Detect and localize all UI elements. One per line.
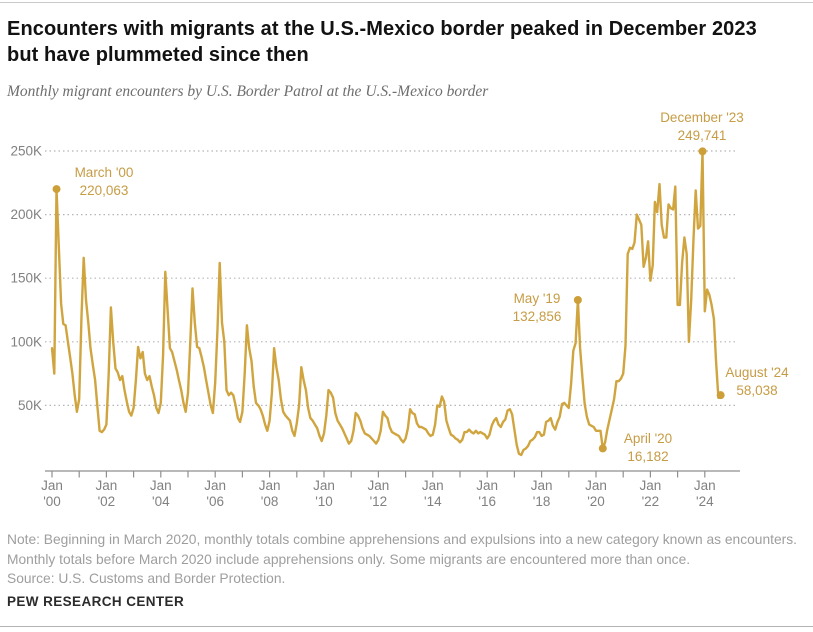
- chart-notes: Note: Beginning in March 2020, monthly t…: [7, 530, 813, 589]
- annotation-dot: [573, 296, 582, 305]
- annotation-date-label: April '20: [624, 431, 672, 446]
- x-tick-label: Jan: [41, 478, 63, 493]
- x-tick-label: Jan: [694, 478, 716, 493]
- x-tick-label: '24: [696, 494, 714, 509]
- annotation-dot: [52, 185, 61, 194]
- x-tick-label: '10: [315, 494, 333, 509]
- annotation-value-label: 220,063: [80, 183, 129, 198]
- x-tick-label: Jan: [313, 478, 335, 493]
- annotation-dot: [716, 391, 725, 400]
- page-title: Encounters with migrants at the U.S.-Mex…: [7, 16, 807, 68]
- x-tick-label: '18: [533, 494, 551, 509]
- annotation-value-label: 132,856: [513, 309, 562, 324]
- annotation-value-label: 249,741: [678, 128, 727, 143]
- note-text: Note: Beginning in March 2020, monthly t…: [7, 532, 797, 567]
- annotation-date-label: March '00: [75, 165, 134, 180]
- annotation-date-label: December '23: [660, 110, 744, 125]
- bottom-divider: [0, 626, 813, 627]
- x-tick-label: Jan: [96, 478, 118, 493]
- x-tick-label: Jan: [422, 478, 444, 493]
- x-tick-label: Jan: [476, 478, 498, 493]
- page-title-line1: Encounters with migrants at the U.S.-Mex…: [7, 18, 757, 40]
- x-tick-label: '06: [206, 494, 224, 509]
- x-tick-label: '12: [370, 494, 388, 509]
- x-tick-label: '00: [43, 494, 61, 509]
- x-tick-label: '08: [261, 494, 279, 509]
- x-tick-label: Jan: [150, 478, 172, 493]
- annotation-dot: [698, 147, 707, 156]
- annotation-value-label: 16,182: [627, 449, 668, 464]
- annotation-date-label: August '24: [725, 365, 789, 380]
- y-tick-label: 150K: [10, 271, 42, 286]
- y-tick-label: 200K: [10, 207, 42, 222]
- x-tick-label: '02: [98, 494, 116, 509]
- y-tick-label: 100K: [10, 334, 42, 349]
- encounters-line: [50, 150, 722, 457]
- x-tick-label: Jan: [368, 478, 390, 493]
- chart-svg: 50K100K150K200K250KJan'00Jan'02Jan'04Jan…: [10, 110, 789, 509]
- y-tick-label: 50K: [18, 398, 42, 413]
- source-text: Source: U.S. Customs and Border Protecti…: [7, 571, 286, 586]
- top-divider: [0, 2, 813, 3]
- page-title-line2: but have plummeted since then: [7, 44, 309, 66]
- x-tick-label: Jan: [531, 478, 553, 493]
- x-tick-label: '04: [152, 494, 170, 509]
- annotation-value-label: 58,038: [736, 383, 777, 398]
- x-tick-label: '22: [642, 494, 660, 509]
- x-tick-label: '14: [424, 494, 442, 509]
- annotation-dot: [598, 444, 607, 453]
- x-tick-label: Jan: [259, 478, 281, 493]
- brand-text: PEW RESEARCH CENTER: [7, 594, 185, 609]
- x-tick-label: '20: [587, 494, 605, 509]
- annotation-date-label: May '19: [514, 291, 561, 306]
- x-tick-label: '16: [478, 494, 496, 509]
- x-tick-label: Jan: [585, 478, 607, 493]
- x-tick-label: Jan: [640, 478, 662, 493]
- page-subtitle: Monthly migrant encounters by U.S. Borde…: [7, 83, 489, 100]
- x-tick-label: Jan: [204, 478, 226, 493]
- y-tick-label: 250K: [10, 144, 42, 159]
